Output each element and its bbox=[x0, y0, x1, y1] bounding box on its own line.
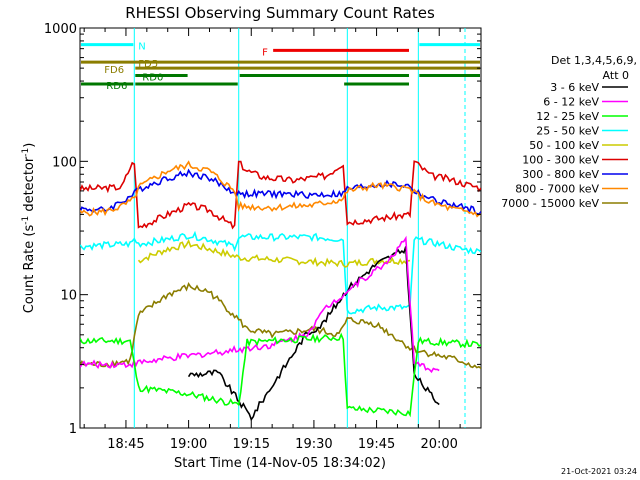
legend-label-3-6-kev: 3 - 6 keV bbox=[550, 81, 599, 94]
x-tick-label-19-00: 19:00 bbox=[170, 437, 207, 452]
legend-att: Att 0 bbox=[603, 69, 629, 82]
legend-label-12-25-kev: 12 - 25 keV bbox=[536, 110, 599, 123]
flag-label-f: F bbox=[262, 47, 268, 58]
flag-label-rd0: RD0 bbox=[142, 73, 163, 84]
legend-label-800-7000-kev: 800 - 7000 keV bbox=[515, 183, 599, 196]
x-tick-label-19-30: 19:30 bbox=[295, 437, 332, 452]
legend-label-50-100-kev: 50 - 100 keV bbox=[529, 139, 599, 152]
legend-label-300-800-kev: 300 - 800 keV bbox=[522, 168, 599, 181]
y-axis-label-main: Count Rate (s bbox=[22, 225, 37, 314]
footer-date: 21-Oct-2021 03:24 bbox=[561, 467, 637, 476]
legend-label-100-300-kev: 100 - 300 keV bbox=[522, 154, 599, 167]
flag-label-n: N bbox=[138, 42, 145, 53]
chart-title: RHESSI Observing Summary Count Rates bbox=[125, 4, 435, 22]
y-axis-label-end: ) bbox=[22, 143, 37, 148]
y-tick-label-100: 100 bbox=[52, 155, 77, 170]
x-tick-label-19-45: 19:45 bbox=[358, 437, 395, 452]
y-axis: 1 10 100 1000 bbox=[44, 22, 481, 437]
legend-label-7000-15000-kev: 7000 - 15000 keV bbox=[501, 197, 599, 210]
x-tick-label-18-45: 18:45 bbox=[107, 437, 144, 452]
legend-label-6-12-kev: 6 - 12 keV bbox=[543, 96, 599, 109]
series-800-7000-kev bbox=[80, 160, 481, 218]
plot-frame bbox=[79, 27, 482, 429]
y-tick-label-1000: 1000 bbox=[44, 22, 77, 37]
flag-label-fd5: FD5 bbox=[138, 59, 158, 70]
series-25-50-kev bbox=[80, 230, 481, 315]
series-3-6-kev bbox=[187, 246, 440, 422]
x-tick-label-19-15: 19:15 bbox=[233, 437, 270, 452]
legend-label-25-50-kev: 25 - 50 keV bbox=[536, 125, 599, 138]
y-axis-label: Count Rate (s-1 detector-1) bbox=[21, 143, 37, 314]
y-axis-label-mid: detector bbox=[22, 156, 37, 216]
legend-header: Det 1,3,4,5,6,9, bbox=[551, 54, 637, 67]
x-axis-label: Start Time (14-Nov-05 18:34:02) bbox=[174, 456, 386, 471]
series-7000-15000-kev bbox=[80, 282, 481, 370]
flag-bars: N F FD5 FD6 RD0 RD6 bbox=[81, 42, 480, 92]
x-tick-label-20-00: 20:00 bbox=[420, 437, 457, 452]
flag-label-fd6: FD6 bbox=[104, 65, 124, 76]
y-axis-label-sup2: -1 bbox=[21, 148, 31, 157]
y-tick-label-1: 1 bbox=[69, 422, 77, 437]
series-layer bbox=[80, 160, 481, 422]
series-12-25-kev bbox=[80, 332, 481, 418]
y-tick-label-10: 10 bbox=[60, 289, 77, 304]
series-6-12-kev bbox=[80, 235, 440, 374]
y-axis-label-sup1: -1 bbox=[21, 216, 31, 225]
flag-label-rd6: RD6 bbox=[106, 81, 127, 92]
x-axis: 18:45 19:00 19:15 19:30 19:45 20:00 bbox=[83, 28, 461, 452]
series-50-100-kev bbox=[137, 238, 411, 268]
